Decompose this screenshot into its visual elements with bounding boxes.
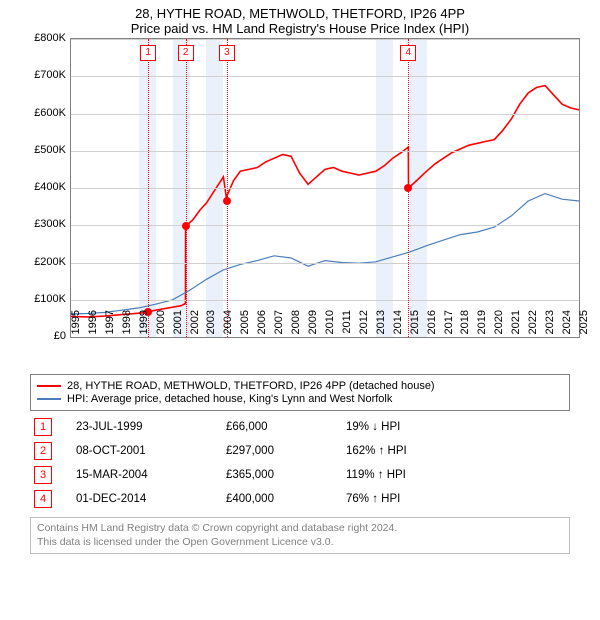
x-axis-label: 1996 [87, 310, 99, 340]
table-row: 4 01-DEC-2014£400,00076% ↑ HPI [30, 487, 570, 511]
x-axis-label: 2014 [392, 310, 404, 340]
x-axis-label: 2017 [443, 310, 455, 340]
chart-area: 1 2 3 4 £0 £100K £200K £300K £400K £500K £600K £70… [20, 38, 580, 368]
series-line [71, 194, 579, 314]
x-axis-label: 2009 [307, 310, 319, 340]
x-axis-label: 2015 [409, 310, 421, 340]
y-axis-label: £700K [21, 69, 66, 81]
chart-title: 28, HYTHE ROAD, METHWOLD, THETFORD, IP26… [10, 6, 590, 21]
x-axis-label: 2000 [155, 310, 167, 340]
series-line [71, 86, 579, 317]
gridline [71, 300, 579, 301]
footer-attribution: Contains HM Land Registry data © Crown c… [30, 517, 570, 554]
row-price: £297,000 [226, 445, 346, 457]
sale-marker: 4 [400, 45, 416, 61]
sale-line [227, 39, 228, 337]
row-marker: 4 [34, 490, 52, 508]
y-axis-label: £800K [21, 32, 66, 44]
y-axis-label: £200K [21, 256, 66, 268]
gridline [71, 225, 579, 226]
gridline [71, 263, 579, 264]
row-diff: 119% ↑ HPI [346, 469, 466, 481]
legend-label-hpi: HPI: Average price, detached house, King… [67, 393, 392, 405]
x-axis-label: 2011 [341, 310, 353, 340]
footer-line1: Contains HM Land Registry data © Crown c… [37, 522, 563, 536]
table-row: 1 23-JUL-1999£66,00019% ↓ HPI [30, 415, 570, 439]
x-axis-label: 2023 [544, 310, 556, 340]
x-axis-label: 2001 [172, 310, 184, 340]
x-axis-label: 2007 [273, 310, 285, 340]
row-date: 08-OCT-2001 [76, 445, 226, 457]
sale-marker: 3 [219, 45, 235, 61]
row-date: 23-JUL-1999 [76, 421, 226, 433]
y-axis-label: £0 [21, 330, 66, 342]
y-axis-label: £300K [21, 218, 66, 230]
x-axis-label: 2010 [324, 310, 336, 340]
row-marker: 1 [34, 418, 52, 436]
y-axis-label: £500K [21, 144, 66, 156]
legend-item-hpi: HPI: Average price, detached house, King… [37, 393, 563, 405]
x-axis-label: 2008 [290, 310, 302, 340]
y-axis-label: £400K [21, 181, 66, 193]
sale-line [148, 39, 149, 337]
gridline [71, 76, 579, 77]
x-axis-label: 2022 [527, 310, 539, 340]
x-axis-label: 2018 [459, 310, 471, 340]
plot-area: 1 2 3 4 [70, 38, 580, 338]
sale-marker: 1 [140, 45, 156, 61]
table-row: 2 08-OCT-2001£297,000162% ↑ HPI [30, 439, 570, 463]
chart-subtitle: Price paid vs. HM Land Registry's House … [10, 21, 590, 36]
legend-label-property: 28, HYTHE ROAD, METHWOLD, THETFORD, IP26… [67, 380, 435, 392]
row-marker: 2 [34, 442, 52, 460]
chart-container: 28, HYTHE ROAD, METHWOLD, THETFORD, IP26… [0, 0, 600, 620]
table-row: 3 15-MAR-2004£365,000119% ↑ HPI [30, 463, 570, 487]
x-axis-label: 2002 [189, 310, 201, 340]
x-axis-label: 2005 [239, 310, 251, 340]
legend-swatch-blue [37, 398, 61, 400]
x-axis-label: 2019 [476, 310, 488, 340]
y-axis-label: £600K [21, 107, 66, 119]
sale-dot [223, 197, 231, 205]
y-axis-label: £100K [21, 293, 66, 305]
x-axis-label: 1998 [121, 310, 133, 340]
legend: 28, HYTHE ROAD, METHWOLD, THETFORD, IP26… [30, 374, 570, 411]
sale-line [186, 39, 187, 337]
gridline [71, 39, 579, 40]
sales-table: 1 23-JUL-1999£66,00019% ↓ HPI 2 08-OCT-2001… [30, 415, 570, 511]
gridline [71, 188, 579, 189]
row-diff: 162% ↑ HPI [346, 445, 466, 457]
legend-item-property: 28, HYTHE ROAD, METHWOLD, THETFORD, IP26… [37, 380, 563, 392]
x-axis-label: 2021 [510, 310, 522, 340]
x-axis-label: 2004 [222, 310, 234, 340]
x-axis-label: 1999 [138, 310, 150, 340]
sale-dot [182, 222, 190, 230]
x-axis-label: 2016 [426, 310, 438, 340]
legend-swatch-red [37, 385, 61, 387]
x-axis-label: 2013 [375, 310, 387, 340]
gridline [71, 114, 579, 115]
row-date: 15-MAR-2004 [76, 469, 226, 481]
row-diff: 76% ↑ HPI [346, 493, 466, 505]
gridline [71, 151, 579, 152]
row-marker: 3 [34, 466, 52, 484]
x-axis-label: 2024 [561, 310, 573, 340]
row-price: £365,000 [226, 469, 346, 481]
row-diff: 19% ↓ HPI [346, 421, 466, 433]
x-axis-label: 1995 [70, 310, 82, 340]
x-axis-label: 2020 [493, 310, 505, 340]
x-axis-label: 2003 [205, 310, 217, 340]
row-price: £400,000 [226, 493, 346, 505]
x-axis-label: 1997 [104, 310, 116, 340]
x-axis-label: 2025 [578, 310, 590, 340]
x-axis-label: 2006 [256, 310, 268, 340]
row-price: £66,000 [226, 421, 346, 433]
sale-dot [404, 184, 412, 192]
sale-marker: 2 [178, 45, 194, 61]
x-axis-label: 2012 [358, 310, 370, 340]
footer-line2: This data is licensed under the Open Gov… [37, 536, 563, 550]
row-date: 01-DEC-2014 [76, 493, 226, 505]
